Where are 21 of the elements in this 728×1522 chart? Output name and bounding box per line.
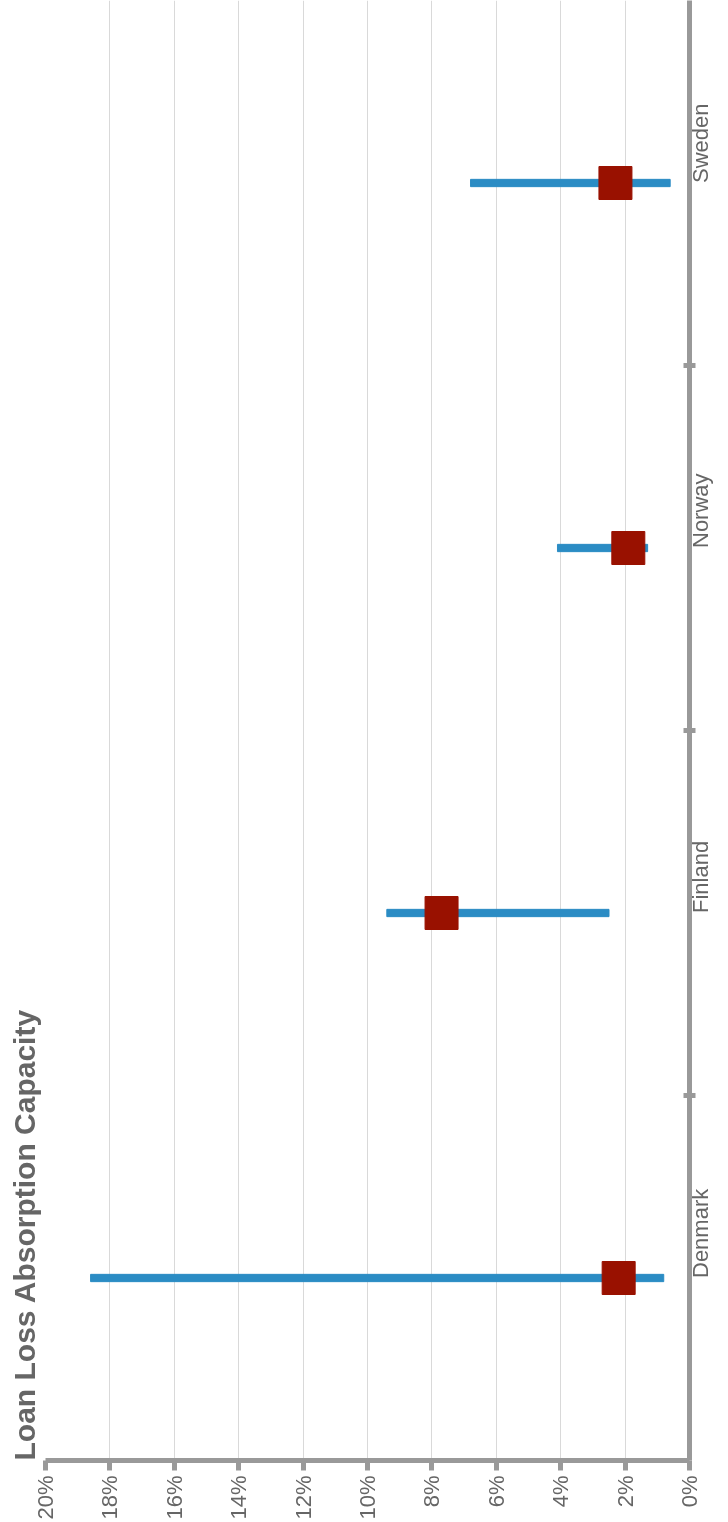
y-tick-label: Finland: [688, 840, 713, 913]
x-tick-label: 16%: [161, 1475, 187, 1520]
bar: [90, 1273, 665, 1283]
point: [424, 896, 459, 930]
x-tick-label: 14%: [226, 1475, 252, 1520]
x-tick-label: 2%: [612, 1475, 638, 1508]
y-tick-label: Norway: [688, 473, 713, 548]
point: [611, 531, 646, 565]
x-tick-label: 10%: [355, 1475, 380, 1520]
y-tick-label: Sweden: [688, 103, 713, 183]
point: [598, 166, 633, 200]
x-tick-label: 20%: [33, 1475, 58, 1520]
text: Loan Loss Absorption Capacity: [7, 1009, 41, 1461]
x-tick-label: 8%: [419, 1475, 445, 1508]
x-tick-label: 0%: [677, 1475, 702, 1508]
x-tick-label: 12%: [290, 1475, 316, 1520]
point: [601, 1261, 636, 1295]
x-tick-label: 18%: [97, 1475, 123, 1520]
x-tick-label: 6%: [483, 1475, 509, 1508]
x-tick-label: 4%: [548, 1475, 574, 1508]
y-tick-label: Denmark: [688, 1187, 713, 1278]
